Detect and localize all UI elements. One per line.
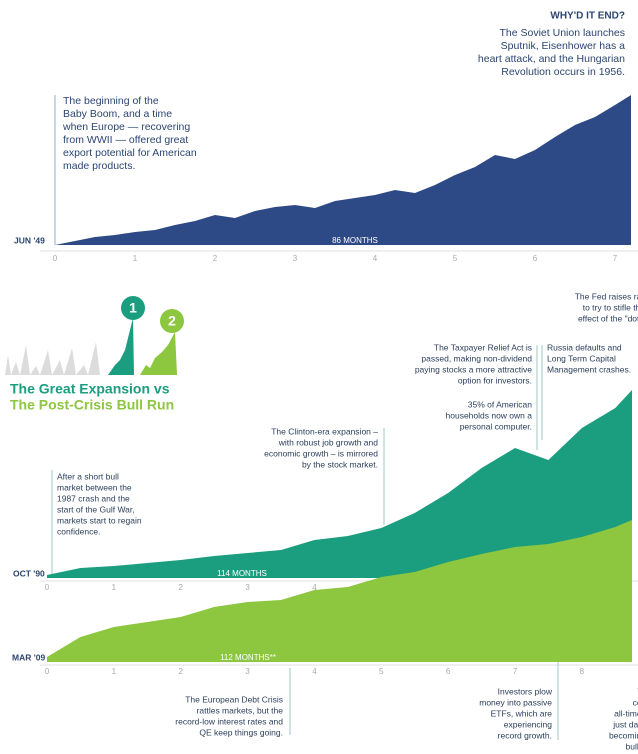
annotation-text: Management crashes.: [547, 364, 631, 374]
area: [47, 520, 632, 662]
logo-green: [140, 332, 177, 375]
annotation-text: passed, making non-dividend: [421, 353, 532, 363]
annotation-text: from WWII — offered great: [63, 134, 188, 146]
x-tick-label: 7: [513, 667, 518, 676]
annotation-text: money into passive: [479, 697, 552, 707]
x-tick-label: 4: [312, 667, 317, 676]
annotation-text: all-time high: [614, 708, 638, 718]
annotation-text: The Soviet Union launches: [500, 27, 626, 39]
annotation-text: option for investors.: [458, 375, 532, 385]
annotation-text: After a short bull: [57, 471, 119, 481]
annotation-text: economic growth – is mirrored: [264, 448, 378, 458]
annotation-text: Baby Boom, and a time: [63, 108, 172, 120]
duration-label: 86 MONTHS: [332, 236, 378, 245]
x-tick-label: 1: [133, 254, 138, 263]
duration-label: 114 MONTHS: [217, 569, 267, 578]
x-tick-label: 8: [580, 667, 585, 676]
annotation-text: The beginning of the: [63, 95, 159, 107]
annotation-text: Investors plow: [498, 686, 553, 696]
x-tick-label: 3: [293, 254, 298, 263]
annotation-text: paying stocks a more attractive: [415, 364, 532, 374]
title: The Great Expansion vs: [10, 381, 170, 397]
annotation-text: record growth.: [498, 730, 552, 740]
x-tick-label: 0: [45, 583, 50, 592]
badge-text: 1: [129, 300, 137, 316]
x-tick-label: 3: [245, 583, 250, 592]
annotation-text: export potential for American: [63, 147, 197, 159]
x-tick-label: 2: [178, 583, 183, 592]
annotation-text: Sputnik, Eisenhower has a: [501, 40, 625, 52]
annotation-heading: WHY'D IT END?: [550, 11, 625, 22]
start-label: MAR '09: [12, 652, 45, 662]
annotation-text: just days aw: [612, 719, 638, 729]
x-tick-label: 1: [112, 583, 117, 592]
x-tick-label: 6: [533, 254, 538, 263]
x-tick-label: 2: [178, 667, 183, 676]
badge-text: 2: [168, 313, 176, 329]
annotation-text: effect of the "dotcom bub: [578, 313, 638, 323]
annotation-text: to try to stifle the inflatio: [583, 302, 638, 312]
annotation-text: with robust job growth and: [278, 437, 378, 447]
annotation-text: heart attack, and the Hungarian: [478, 53, 625, 65]
start-label: JUN '49: [14, 235, 45, 245]
annotation-text: made products.: [63, 160, 135, 172]
annotation-text: 1987 crash and the: [57, 493, 130, 503]
badge: [121, 296, 145, 320]
x-tick-label: 0: [45, 667, 50, 676]
annotation-text: The Clinton-era expansion –: [271, 426, 378, 436]
annotation-text: The Fed raises rates six ti: [575, 291, 638, 301]
x-tick-label: 1: [112, 667, 117, 676]
annotation-text: confidence.: [57, 526, 100, 536]
area: [47, 390, 632, 578]
area: [55, 95, 631, 245]
x-tick-label: 6: [446, 667, 451, 676]
annotation-text: market between the: [57, 482, 132, 492]
logo-bars: [5, 342, 100, 375]
annotation-text: markets start to regain: [57, 515, 142, 525]
x-tick-label: 2: [213, 254, 218, 263]
annotation-text: ETFs, which are: [491, 708, 553, 718]
x-tick-label: 5: [379, 667, 384, 676]
x-tick-label: 5: [453, 254, 458, 263]
annotation-text: The Taxpayer Relief Act is: [434, 342, 532, 352]
badge: [160, 309, 184, 333]
annotation-text: bull mark: [626, 741, 638, 751]
annotation-text: QE keep things going.: [199, 727, 283, 737]
annotation-text: becoming the: [609, 730, 638, 740]
annotation-text: rattles markets, but the: [197, 705, 284, 715]
annotation-text: Long Term Capital: [547, 353, 616, 363]
x-tick-label: 4: [312, 583, 317, 592]
x-tick-label: 3: [245, 667, 250, 676]
annotation-text: start of the Gulf War,: [57, 504, 135, 514]
duration-label: 112 MONTHS**: [220, 653, 276, 662]
annotation-text: personal computer.: [460, 421, 532, 431]
x-tick-label: 0: [53, 254, 58, 263]
annotation-text: record-low interest rates and: [175, 716, 283, 726]
logo-teal: [108, 318, 134, 375]
annotation-text: households now own a: [446, 410, 533, 420]
logo: 1 2: [5, 296, 184, 375]
annotation-text: Russia defaults and: [547, 342, 622, 352]
annotation-text: when Europe — recovering: [62, 121, 190, 133]
annotation-text: by the stock market.: [302, 459, 378, 469]
x-tick-label: 4: [373, 254, 378, 263]
annotation-text: 35% of American: [468, 399, 533, 409]
annotation-text: Revolution occurs in 1956.: [501, 66, 625, 78]
subtitle: The Post-Crisis Bull Run: [10, 397, 174, 413]
start-label: OCT '90: [13, 568, 45, 578]
annotation-text: experiencing: [504, 719, 552, 729]
annotation-text: continu: [633, 697, 638, 707]
annotation-text: The European Debt Crisis: [185, 694, 283, 704]
x-tick-label: 7: [613, 254, 618, 263]
